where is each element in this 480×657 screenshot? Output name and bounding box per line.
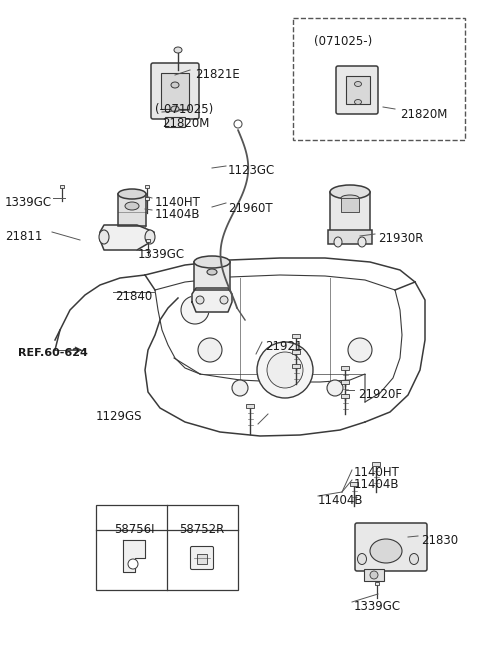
Text: 1140HT: 1140HT: [354, 466, 400, 479]
Circle shape: [348, 338, 372, 362]
Bar: [364, 569, 384, 581]
Bar: [96, 505, 238, 590]
Bar: [292, 334, 300, 338]
Text: 21820M: 21820M: [400, 108, 447, 121]
Bar: [372, 462, 380, 466]
Ellipse shape: [118, 221, 146, 231]
Ellipse shape: [355, 81, 361, 87]
Text: 21820M: 21820M: [162, 117, 209, 130]
Bar: [341, 366, 349, 370]
FancyBboxPatch shape: [355, 523, 427, 571]
Bar: [346, 76, 370, 104]
Bar: [350, 482, 358, 486]
FancyBboxPatch shape: [336, 66, 378, 114]
Circle shape: [257, 342, 313, 398]
Circle shape: [267, 352, 303, 388]
Circle shape: [220, 296, 228, 304]
Bar: [328, 230, 372, 244]
Ellipse shape: [358, 553, 367, 564]
Ellipse shape: [194, 256, 230, 268]
Text: REF.60-624: REF.60-624: [18, 348, 88, 358]
Text: 1140HT: 1140HT: [155, 196, 201, 209]
Bar: [330, 192, 370, 234]
Ellipse shape: [171, 82, 179, 88]
Text: 11404B: 11404B: [318, 494, 363, 507]
Ellipse shape: [194, 284, 230, 296]
FancyBboxPatch shape: [191, 547, 214, 570]
Text: 21840: 21840: [115, 290, 152, 303]
Circle shape: [327, 380, 343, 396]
Bar: [341, 380, 349, 384]
Ellipse shape: [409, 553, 419, 564]
Ellipse shape: [330, 227, 370, 241]
Bar: [145, 197, 149, 200]
Ellipse shape: [355, 99, 361, 104]
Text: 21921: 21921: [265, 340, 302, 353]
Text: 1129GS: 1129GS: [96, 410, 143, 423]
Text: 21960T: 21960T: [228, 202, 273, 215]
Ellipse shape: [174, 47, 182, 53]
Text: 58752R: 58752R: [180, 523, 225, 536]
FancyBboxPatch shape: [151, 63, 199, 119]
Polygon shape: [100, 225, 154, 250]
Text: 1339GC: 1339GC: [354, 600, 401, 613]
Text: 1339GC: 1339GC: [138, 248, 185, 261]
Bar: [118, 194, 146, 226]
Bar: [375, 582, 379, 585]
Text: (071025-): (071025-): [314, 35, 372, 48]
Circle shape: [128, 559, 138, 569]
Bar: [194, 262, 230, 290]
Text: 21821E: 21821E: [195, 68, 240, 81]
Bar: [341, 394, 349, 398]
Text: 21930R: 21930R: [378, 232, 423, 245]
Ellipse shape: [145, 230, 155, 244]
Circle shape: [181, 296, 209, 324]
Text: 21811: 21811: [5, 230, 42, 243]
Bar: [197, 554, 207, 564]
Bar: [146, 239, 150, 242]
Bar: [161, 73, 189, 109]
Bar: [293, 18, 465, 140]
Text: 58756I: 58756I: [114, 523, 154, 536]
Polygon shape: [192, 288, 232, 312]
Circle shape: [232, 380, 248, 396]
Ellipse shape: [370, 539, 402, 563]
Text: 1339GC: 1339GC: [5, 196, 52, 209]
Bar: [292, 350, 300, 354]
Text: (-071025): (-071025): [155, 103, 213, 116]
Ellipse shape: [341, 195, 359, 201]
Ellipse shape: [118, 189, 146, 199]
Polygon shape: [123, 540, 145, 572]
Bar: [292, 364, 300, 368]
Bar: [341, 198, 359, 212]
Circle shape: [370, 571, 378, 579]
Ellipse shape: [125, 202, 139, 210]
Bar: [246, 404, 254, 408]
Ellipse shape: [334, 237, 342, 247]
Text: 11404B: 11404B: [354, 478, 399, 491]
Text: 21830: 21830: [421, 534, 458, 547]
Bar: [145, 185, 149, 188]
Ellipse shape: [171, 106, 179, 112]
Bar: [60, 185, 64, 188]
Circle shape: [234, 120, 242, 128]
Text: 11404B: 11404B: [155, 208, 201, 221]
Ellipse shape: [358, 237, 366, 247]
Text: 21920F: 21920F: [358, 388, 402, 401]
Bar: [165, 117, 185, 127]
Ellipse shape: [207, 269, 217, 275]
Ellipse shape: [99, 230, 109, 244]
Circle shape: [196, 296, 204, 304]
Text: 1123GC: 1123GC: [228, 164, 275, 177]
Ellipse shape: [330, 185, 370, 199]
Circle shape: [198, 338, 222, 362]
